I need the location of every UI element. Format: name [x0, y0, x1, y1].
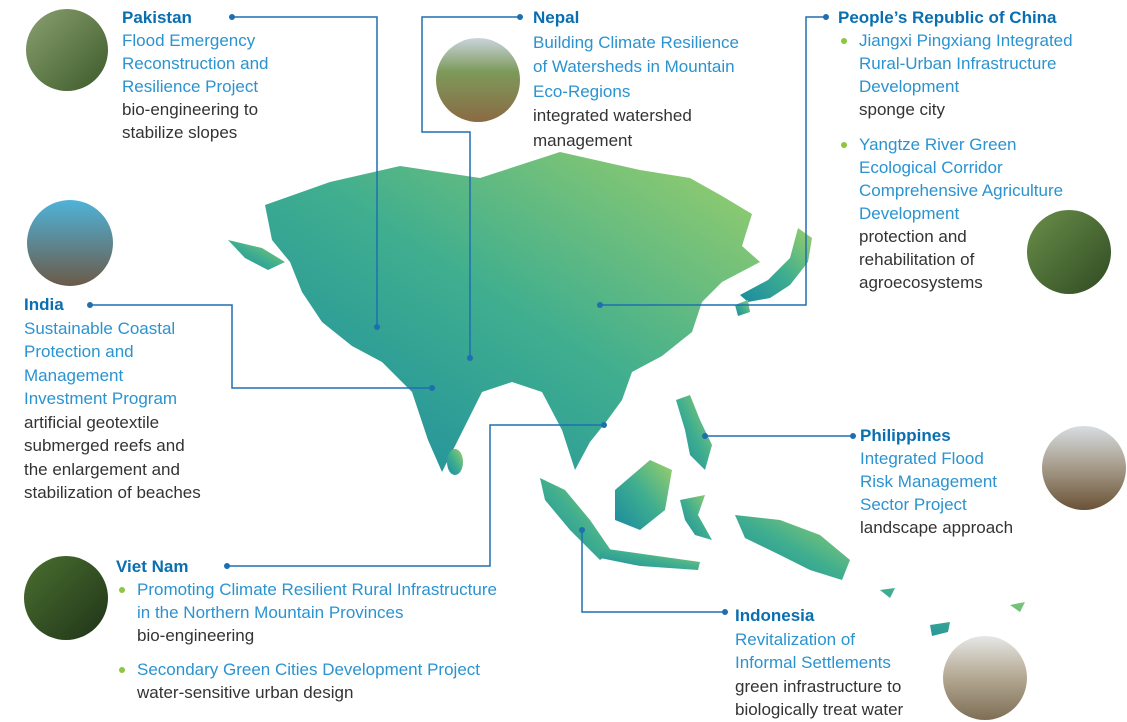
dot — [601, 422, 607, 428]
philippines — [676, 395, 712, 470]
bullet — [119, 587, 125, 593]
project-title: Development — [859, 75, 1073, 98]
project-description: management — [533, 129, 739, 154]
dot — [374, 324, 380, 330]
dot — [517, 14, 523, 20]
project-title: Sustainable Coastal — [24, 317, 201, 341]
bullet — [841, 38, 847, 44]
project-title: Risk Management — [860, 470, 1013, 493]
papua — [735, 515, 850, 580]
dot — [597, 302, 603, 308]
project-description: the enlargement and — [24, 458, 201, 482]
project-description: biologically treat water — [735, 698, 903, 722]
project-title: Investment Program — [24, 387, 201, 411]
photo — [436, 38, 520, 122]
project-description: agroecosystems — [859, 271, 1073, 294]
country-name: Viet Nam — [116, 555, 497, 578]
project-title: Secondary Green Cities Development Proje… — [137, 658, 497, 681]
dot — [467, 355, 473, 361]
country-name: Pakistan — [122, 6, 268, 29]
photo — [943, 636, 1027, 720]
project-title: in the Northern Mountain Provinces — [137, 601, 497, 624]
photo — [26, 9, 108, 91]
dot — [850, 433, 856, 439]
country-name: Nepal — [533, 6, 739, 31]
project-title: Yangtze River Green — [859, 133, 1073, 156]
project-title: Protection and — [24, 340, 201, 364]
project-description: green infrastructure to — [735, 675, 903, 699]
project-title: of Watersheds in Mountain — [533, 55, 739, 80]
project-description: stabilization of beaches — [24, 481, 201, 505]
project-title: Jiangxi Pingxiang Integrated — [859, 29, 1073, 52]
kyushu — [735, 300, 750, 316]
photo — [1042, 426, 1126, 510]
project-title: Revitalization of — [735, 628, 903, 652]
photo — [24, 556, 108, 640]
dot — [579, 527, 585, 533]
project-description: bio-engineering — [137, 624, 497, 647]
sri-lanka — [447, 449, 463, 475]
project-title: Eco-Regions — [533, 80, 739, 105]
bullet — [841, 142, 847, 148]
project-description: water-sensitive urban design — [137, 681, 497, 704]
sulawesi — [680, 495, 712, 540]
country-name: People’s Republic of China — [838, 6, 1073, 29]
java — [600, 548, 700, 570]
project-title: Management — [24, 364, 201, 388]
project-description: sponge city — [859, 98, 1073, 121]
project-title: Resilience Project — [122, 75, 268, 98]
project-title: Ecological Corridor — [859, 156, 1073, 179]
project-title: Comprehensive Agriculture — [859, 179, 1073, 202]
project-description: rehabilitation of — [859, 248, 1073, 271]
project-title: Informal Settlements — [735, 651, 903, 675]
dot — [722, 609, 728, 615]
project: Promoting Climate Resilient Rural Infras… — [116, 578, 497, 647]
dot — [823, 14, 829, 20]
project-description: integrated watershed — [533, 104, 739, 129]
project-title: Development — [859, 202, 1073, 225]
project-title: Integrated Flood — [860, 447, 1013, 470]
borneo — [615, 460, 672, 530]
country-name: Indonesia — [735, 604, 903, 628]
project-title: Flood Emergency — [122, 29, 268, 52]
country-name: India — [24, 293, 201, 317]
photo — [27, 200, 113, 286]
project-description: submerged reefs and — [24, 434, 201, 458]
project-description: protection and — [859, 225, 1073, 248]
project-description: stabilize slopes — [122, 121, 268, 144]
project-title: Promoting Climate Resilient Rural Infras… — [137, 578, 497, 601]
dot — [429, 385, 435, 391]
project: Secondary Green Cities Development Proje… — [116, 658, 497, 704]
project-description: bio-engineering to — [122, 98, 268, 121]
country-name: Philippines — [860, 424, 1013, 447]
project-title: Sector Project — [860, 493, 1013, 516]
project-title: Rural-Urban Infrastructure — [859, 52, 1073, 75]
project-title: Building Climate Resilience — [533, 31, 739, 56]
sumatra — [540, 478, 612, 560]
project-description: artificial geotextile — [24, 411, 201, 435]
page: (() => { const data = JSON.parse(documen… — [0, 0, 1127, 721]
region-block: PhilippinesIntegrated FloodRisk Manageme… — [860, 424, 1013, 539]
bullet — [119, 667, 125, 673]
dot — [702, 433, 708, 439]
project-title: Reconstruction and — [122, 52, 268, 75]
project-description: landscape approach — [860, 516, 1013, 539]
